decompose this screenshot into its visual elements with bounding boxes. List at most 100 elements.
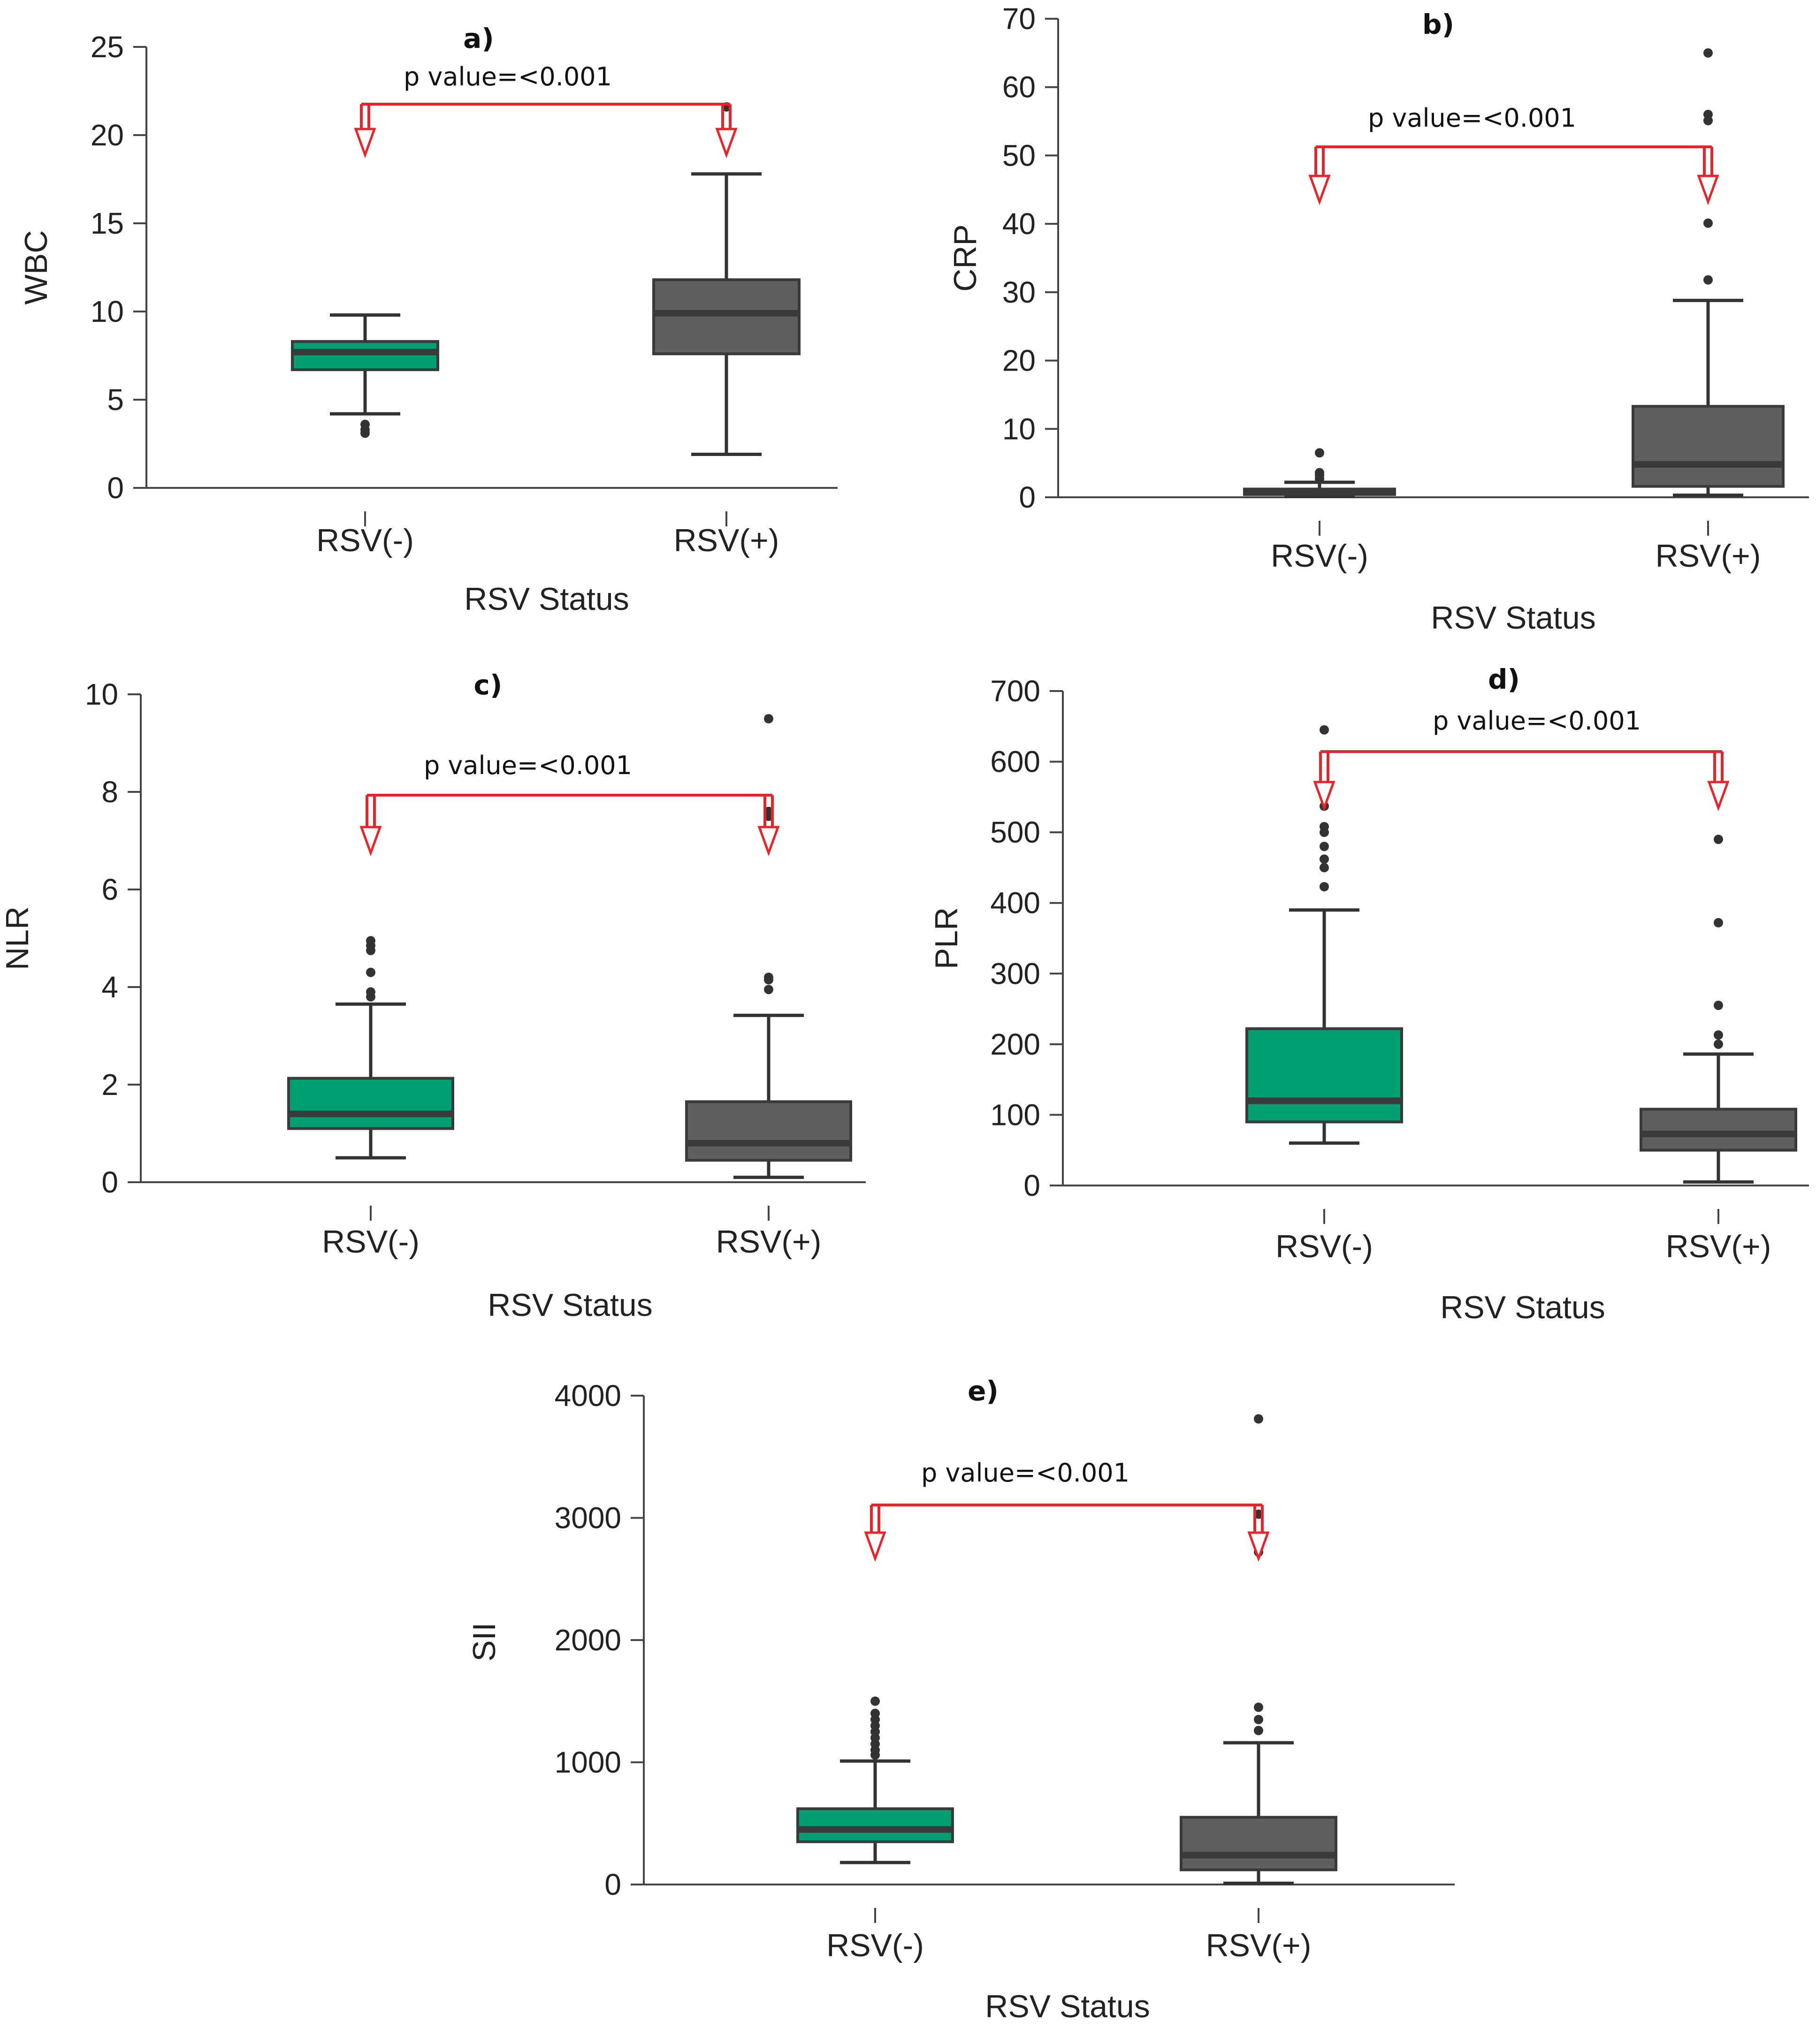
box-iqr (1640, 1108, 1797, 1152)
outlier-point (1714, 835, 1723, 844)
outlier-point (366, 967, 375, 977)
y-tick-label: 70 (1002, 2, 1036, 36)
outlier-point (1320, 854, 1329, 864)
outlier-point (366, 987, 375, 997)
arrow-down-icon (1247, 1531, 1270, 1562)
panel-label: a) (463, 23, 494, 54)
outlier-point (1714, 918, 1723, 927)
chart-panel-c: 0 2 4 6 8 10 RSV(-) RSV(+) RSV Status NLR c) p valu… (0, 669, 866, 1323)
x-tick-label: RSV(-) (826, 1928, 924, 1963)
outlier-point (1254, 1702, 1263, 1712)
p-value-label: p value=<0.001 (1433, 706, 1641, 736)
x-axis-label: RSV Status (1440, 1290, 1605, 1325)
p-value-label: p value=<0.001 (1368, 103, 1576, 133)
box-rsv-positive (685, 714, 852, 1179)
y-axis-label: NLR (0, 906, 35, 970)
box-iqr (1180, 1816, 1337, 1871)
y-tick-label: 100 (990, 1098, 1040, 1132)
arrow-down-icon (757, 826, 780, 857)
y-tick-label: 600 (990, 745, 1040, 779)
outlier-point (1315, 468, 1324, 478)
y-tick-label: 0 (1023, 1169, 1040, 1202)
y-tick-label: 4000 (555, 1379, 621, 1413)
y-tick-label: 40 (1002, 207, 1036, 241)
outlier-point (764, 714, 773, 723)
box-iqr (685, 1100, 852, 1162)
arrow-down-icon (1308, 175, 1331, 205)
y-tick-label: 2000 (555, 1623, 621, 1657)
outlier-point (1320, 842, 1329, 851)
x-tick-label: RSV(+) (1656, 538, 1761, 574)
p-value-label: p value=<0.001 (424, 751, 632, 780)
box-iqr (287, 1077, 454, 1130)
box-iqr (1245, 1027, 1403, 1124)
y-tick-label: 6 (101, 873, 118, 906)
outlier-point (1254, 1725, 1263, 1735)
significance-bracket (1313, 750, 1730, 812)
box-rsv-positive (1640, 835, 1797, 1184)
y-tick-label: 10 (91, 295, 124, 328)
y-tick-label: 4 (101, 970, 118, 1004)
box-rsv-negative (1245, 725, 1403, 1145)
x-axis-label: RSV Status (1431, 600, 1596, 636)
arrow-down-icon (715, 128, 738, 159)
x-axis-label: RSV Status (464, 581, 629, 617)
x-tick-label: RSV(+) (674, 523, 779, 558)
y-tick-label: 15 (91, 206, 124, 240)
significance-bracket (1308, 145, 1719, 205)
box-rsv-positive (652, 102, 801, 456)
x-tick-label: RSV(+) (1206, 1928, 1312, 1963)
y-tick-label: 20 (1002, 344, 1036, 378)
significance-bracket (354, 103, 738, 159)
x-tick-label: RSV(-) (1271, 538, 1368, 574)
x-axis-label: RSV Status (985, 1989, 1150, 2024)
chart-panel-d: 0 100 200 300 400 500 600 700 RSV(-) RSV(+) RSV St… (929, 663, 1809, 1325)
y-axis-label: WBC (18, 230, 54, 305)
y-tick-label: 400 (990, 886, 1040, 920)
outlier-point (1315, 448, 1324, 458)
arrow-down-icon (359, 826, 382, 857)
outlier-point (1703, 48, 1713, 58)
arrow-down-icon (1707, 781, 1730, 812)
box-rsv-negative (796, 1696, 954, 1864)
outlier-point (1714, 1001, 1723, 1011)
y-tick-label: 0 (101, 1165, 118, 1199)
chart-panel-b: 0 10 20 30 40 50 60 70 RSV(-) RSV(+) RSV Status CRP… (947, 2, 1809, 636)
y-tick-label: 300 (990, 957, 1040, 990)
outlier-point (1703, 218, 1713, 228)
panel-label: b) (1422, 8, 1454, 40)
box-rsv-negative (291, 313, 439, 438)
outlier-point (870, 1709, 880, 1718)
significance-bracket (864, 1504, 1270, 1562)
y-tick-label: 1000 (555, 1746, 621, 1779)
y-tick-label: 700 (990, 674, 1040, 708)
y-tick-label: 3000 (555, 1501, 621, 1535)
y-tick-label: 20 (91, 118, 124, 152)
box-iqr (291, 340, 439, 372)
y-tick-label: 8 (101, 775, 118, 809)
panel-label: e) (968, 1375, 999, 1407)
outlier-point (1320, 822, 1329, 832)
x-tick-label: RSV(+) (716, 1224, 822, 1260)
y-tick-label: 10 (1002, 412, 1036, 446)
significance-bracket (359, 794, 780, 857)
p-value-label: p value=<0.001 (921, 1458, 1129, 1488)
y-tick-label: 500 (990, 815, 1040, 849)
y-tick-label: 10 (85, 677, 118, 711)
outlier-point (1320, 725, 1329, 735)
arrow-down-icon (1313, 781, 1335, 812)
y-tick-label: 60 (1002, 70, 1036, 104)
y-axis-label: SII (466, 1622, 502, 1661)
x-tick-label: RSV(-) (1275, 1229, 1373, 1264)
x-axis-label: RSV Status (488, 1287, 653, 1323)
x-tick-label: RSV(-) (322, 1224, 420, 1260)
outlier-point (1320, 882, 1329, 892)
y-tick-label: 2 (101, 1068, 118, 1102)
box-iqr (1632, 405, 1785, 488)
chart-panel-e: 0 1000 2000 3000 4000 RSV(-) RSV(+) RSV Status S… (466, 1375, 1455, 2024)
y-tick-label: 5 (107, 383, 124, 417)
y-tick-label: 25 (91, 30, 124, 64)
outlier-point (1714, 1030, 1723, 1040)
p-value-label: p value=<0.001 (404, 62, 612, 91)
